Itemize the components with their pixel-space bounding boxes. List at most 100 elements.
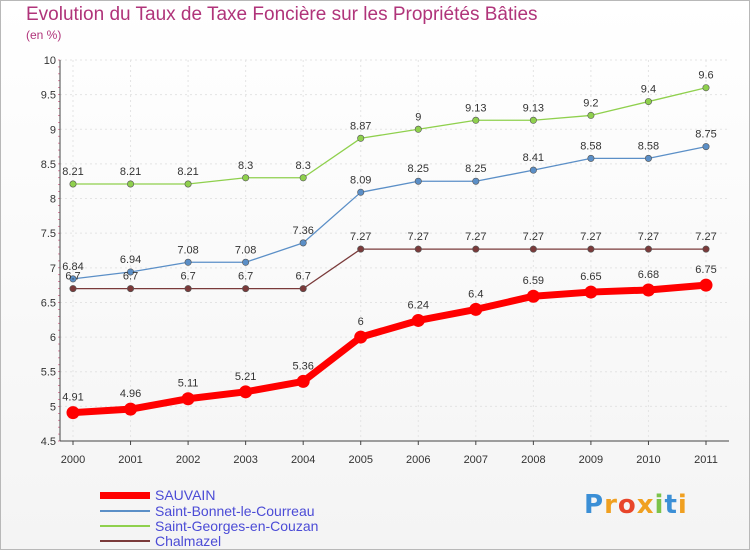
- data-label: 4.96: [120, 388, 141, 400]
- data-point: [299, 239, 307, 247]
- data-point: [472, 245, 480, 253]
- data-point: [124, 402, 138, 416]
- data-point: [299, 285, 307, 293]
- data-label: 7.27: [465, 231, 486, 243]
- data-label: 4.91: [62, 392, 83, 404]
- data-label: 9.2: [583, 97, 598, 109]
- data-label: 7.08: [177, 244, 198, 256]
- y-tick-label: 10: [44, 55, 56, 67]
- data-point: [587, 111, 595, 119]
- data-point: [354, 330, 368, 344]
- y-tick-label: 4.5: [41, 436, 56, 448]
- data-point: [702, 143, 710, 151]
- data-point: [702, 84, 710, 92]
- legend-swatch: [100, 491, 150, 499]
- y-tick-label: 5: [50, 401, 56, 413]
- series-line-2: [73, 87, 707, 185]
- data-point: [127, 285, 135, 293]
- data-label: 7.27: [638, 231, 659, 243]
- series-line-0: [72, 281, 707, 417]
- x-tick-label: 2003: [233, 454, 257, 466]
- data-label: 6.7: [123, 271, 138, 283]
- y-tick-label: 8.5: [41, 159, 56, 171]
- data-point: [69, 275, 77, 283]
- data-label: 6.84: [62, 261, 83, 273]
- series-line-3: [73, 248, 706, 290]
- data-label: 7.08: [235, 244, 256, 256]
- data-point: [644, 245, 652, 253]
- data-label: 7.27: [408, 231, 429, 243]
- data-label: 8.41: [523, 152, 544, 164]
- data-point: [357, 188, 365, 196]
- x-tick-label: 2008: [521, 454, 545, 466]
- data-point: [66, 406, 80, 420]
- data-label: 5.11: [178, 378, 199, 390]
- data-label: 7.27: [580, 231, 601, 243]
- data-point: [584, 285, 598, 299]
- data-point: [414, 245, 422, 253]
- data-label: 6: [358, 316, 364, 328]
- data-point: [411, 313, 425, 327]
- data-label: 9.13: [465, 102, 486, 114]
- data-label: 6.94: [120, 254, 141, 266]
- data-label: 8.21: [177, 166, 198, 178]
- data-label: 5.21: [235, 371, 256, 383]
- x-tick-label: 2010: [636, 454, 660, 466]
- data-label: 8.58: [638, 140, 659, 152]
- x-tick-label: 2004: [291, 454, 315, 466]
- legend-swatch: [100, 510, 150, 512]
- chart-title: Evolution du Taux de Taxe Foncière sur l…: [26, 4, 538, 25]
- data-label: 6.75: [695, 264, 716, 276]
- data-label: 9.6: [698, 70, 713, 82]
- unit-label: (en %): [26, 28, 62, 42]
- data-point: [644, 98, 652, 106]
- data-point: [641, 283, 655, 297]
- x-tick-label: 2009: [579, 454, 603, 466]
- data-point: [644, 154, 652, 162]
- data-label: 8.25: [465, 163, 486, 175]
- data-point: [242, 174, 250, 182]
- y-tick-label: 7.5: [41, 228, 56, 240]
- data-point: [472, 116, 480, 124]
- y-tick-label: 8: [50, 194, 56, 206]
- data-point: [529, 116, 537, 124]
- data-point: [239, 385, 253, 399]
- data-label: 8.87: [350, 120, 371, 132]
- data-label: 6.68: [638, 269, 659, 281]
- proxiti-logo: Proxiti: [584, 490, 688, 520]
- data-point: [299, 174, 307, 182]
- data-point: [181, 392, 195, 406]
- data-label: 6.24: [408, 299, 429, 311]
- data-point: [472, 177, 480, 185]
- data-label: 8.21: [62, 166, 83, 178]
- data-label: 7.27: [695, 231, 716, 243]
- data-point: [357, 245, 365, 253]
- data-point: [414, 125, 422, 133]
- data-point: [296, 374, 310, 388]
- y-tick-label: 6.5: [41, 297, 56, 309]
- data-point: [526, 289, 540, 303]
- data-point: [529, 245, 537, 253]
- data-label: 8.75: [695, 129, 716, 141]
- data-point: [184, 285, 192, 293]
- data-label: 8.3: [238, 160, 253, 172]
- data-point: [184, 180, 192, 188]
- data-point: [529, 166, 537, 174]
- x-tick-label: 2001: [118, 454, 142, 466]
- data-label: 7.36: [292, 225, 313, 237]
- data-point: [127, 268, 135, 276]
- data-label: 7.27: [523, 231, 544, 243]
- legend-label: Saint-Bonnet-le-Courreau: [155, 503, 315, 519]
- data-label: 8.25: [408, 163, 429, 175]
- data-label: 5.36: [292, 360, 313, 372]
- data-label: 6.7: [180, 271, 195, 283]
- x-tick-label: 2006: [406, 454, 430, 466]
- data-label: 6.65: [580, 271, 601, 283]
- data-point: [242, 285, 250, 293]
- data-point: [242, 258, 250, 266]
- data-point: [699, 278, 713, 292]
- y-tick-label: 5.5: [41, 367, 56, 379]
- data-label: 6.4: [468, 288, 483, 300]
